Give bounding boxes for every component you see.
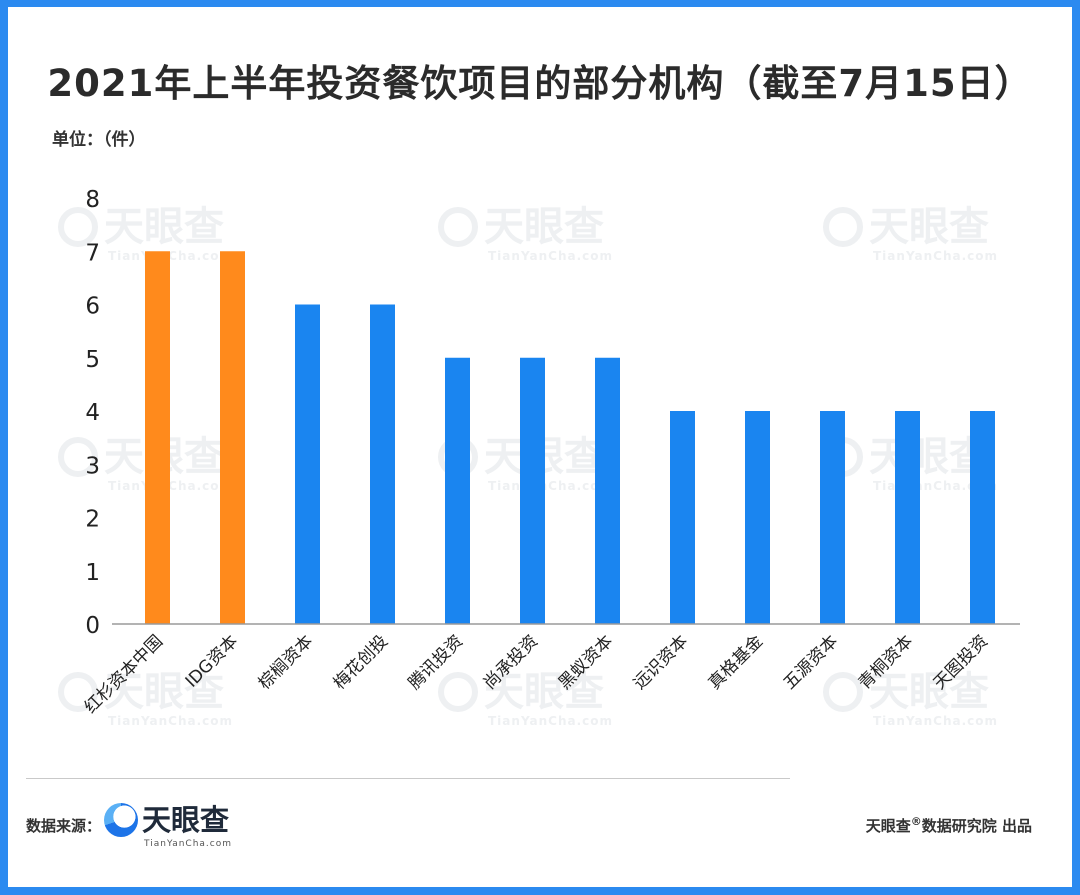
y-tick-label: 2: [85, 507, 100, 533]
brand-domain: TianYanCha.com: [144, 839, 233, 849]
x-tick-label: 黑蚁资本: [555, 631, 617, 693]
registered-mark: ®: [910, 815, 922, 828]
x-tick-label: 腾讯投资: [405, 631, 467, 693]
bar: [295, 304, 320, 624]
y-tick-label: 6: [85, 294, 100, 320]
x-tick-label: IDG资本: [182, 631, 242, 691]
x-tick-label: 红杉资本中国: [81, 631, 167, 717]
bar: [745, 411, 770, 624]
bar: [145, 251, 170, 624]
bar: [820, 411, 845, 624]
bar: [670, 411, 695, 624]
bar: [445, 357, 470, 624]
y-tick-label: 4: [85, 400, 100, 426]
x-tick-label: 青桐资本: [855, 631, 917, 693]
bar-chart: 0 1 2 3 4 5 6 7 8 红杉资本中国 IDG资本 棕榈资本 梅花创投 腾讯投资 尚承投资 黑蚁资本…: [81, 187, 1020, 718]
x-tick-label: 尚承投资: [480, 631, 542, 693]
bar: [520, 357, 545, 624]
footer-divider: [26, 778, 790, 779]
y-tick-label: 8: [85, 187, 100, 213]
chart-title: 2021年上半年投资餐饮项目的部分机构（截至7月15日）: [47, 62, 1033, 105]
unit-label: 单位：（件）: [52, 130, 146, 150]
x-tick-label: 天图投资: [930, 631, 992, 693]
bar: [595, 357, 620, 624]
y-tick-label: 5: [85, 347, 100, 373]
y-tick-label: 1: [85, 560, 100, 586]
bar: [895, 411, 920, 624]
credit-text: 天眼查®数据研究院 出品: [866, 815, 1032, 836]
y-tick-label: 3: [85, 453, 100, 479]
brand-name: 天眼查: [142, 802, 230, 837]
bar: [220, 251, 245, 624]
x-tick-label: 棕榈资本: [255, 631, 317, 693]
x-tick-label: 真格基金: [705, 631, 767, 693]
brand-logo-icon: [104, 803, 138, 837]
x-tick-label: 梅花创投: [330, 631, 392, 693]
bar: [370, 304, 395, 624]
x-tick-label: 五源资本: [780, 631, 842, 693]
credit-brand: 天眼查: [865, 817, 911, 835]
x-tick-label: 远识资本: [630, 631, 692, 693]
y-tick-label: 0: [85, 613, 100, 639]
bar: [970, 411, 995, 624]
source-label: 数据来源：: [26, 817, 102, 835]
credit-rest: 数据研究院 出品: [921, 817, 1032, 835]
chart-card: 2021年上半年投资餐饮项目的部分机构（截至7月15日） 单位：（件） 天眼查 …: [8, 7, 1072, 887]
brand: 天眼查 TianYanCha.com: [104, 802, 231, 849]
y-tick-label: 7: [85, 240, 100, 266]
